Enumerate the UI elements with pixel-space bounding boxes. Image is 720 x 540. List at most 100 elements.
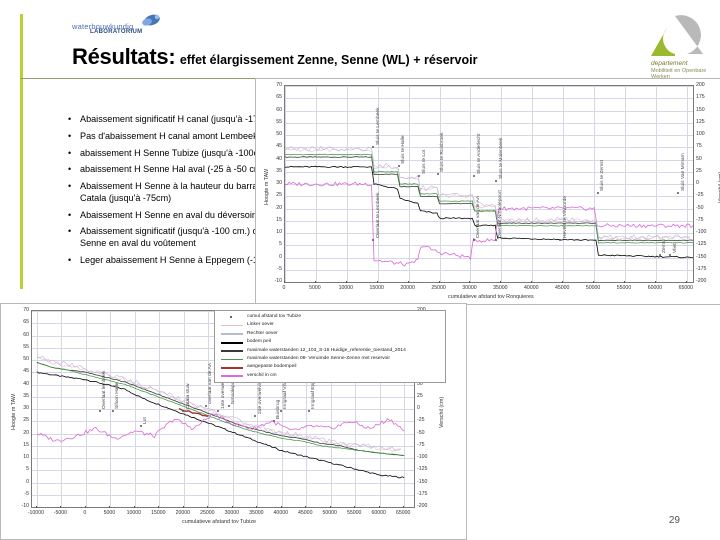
y2-tick-label: -75: [417, 441, 425, 448]
y-tick-label: 25: [23, 417, 29, 424]
gridline-horizontal: [285, 233, 693, 234]
x-tick-mark: [256, 506, 258, 508]
gridline-horizontal: [285, 122, 693, 124]
station-label: Hevels te Vilvoorde: [562, 195, 568, 238]
x-tick-label: 45000: [298, 510, 313, 516]
y-tick-label: 5: [279, 241, 282, 248]
station-label: Sluis Van Mimam: [680, 153, 686, 192]
legend-label: cumul afstand tov Tubize: [247, 314, 302, 319]
y2-tick-label: 200: [696, 82, 705, 88]
legend-item: cumul afstand tov Tubize: [217, 313, 443, 321]
station-marker: [418, 175, 421, 178]
y2-tick-label: -200: [417, 503, 428, 509]
station-label: Catala stuw: [185, 383, 191, 409]
bank-line: [36, 355, 402, 452]
station-marker: [372, 238, 375, 241]
x-tick-label: 15000: [369, 285, 384, 291]
y2-tick-label: -200: [696, 278, 707, 284]
gridline-horizontal: [32, 445, 414, 447]
y-tick-label: 65: [23, 319, 29, 326]
x-tick-label: 25000: [431, 285, 446, 291]
x-tick-mark: [182, 506, 184, 508]
gridline-horizontal: [32, 507, 414, 508]
station-label: 2de overwelving: [257, 378, 263, 414]
y-tick-label: -10: [274, 278, 283, 284]
legend-label: aangepaste bodempeil: [247, 364, 297, 370]
y-tick-label: 15: [23, 441, 29, 448]
legend-swatch: [221, 341, 243, 344]
station-label: Sifoon Halle: [115, 382, 121, 409]
station-label: Overlaat te Lembeek: [375, 192, 381, 238]
y-tick-label: 25: [276, 192, 282, 199]
x-tick-label: -5000: [53, 510, 68, 516]
gridline-horizontal: [285, 147, 693, 149]
y2-tick-label: -100: [696, 229, 707, 235]
legend-label: maximale waterstanden 12_103_S-16 Huidig…: [247, 347, 406, 353]
gridline-horizontal: [285, 86, 693, 87]
y-tick-label: 5: [26, 466, 29, 473]
gridline-horizontal: [285, 208, 693, 210]
y2-tick-label: 50: [696, 155, 702, 162]
legend-swatch: [221, 366, 243, 369]
station-marker: [596, 192, 599, 195]
x-tick-mark: [158, 506, 160, 508]
series-line: [36, 362, 405, 457]
y-tick-label: 0: [26, 478, 29, 485]
y2-tick-label: -50: [696, 204, 704, 211]
station-marker: [98, 410, 101, 412]
station-label: Zemst: [662, 239, 668, 253]
x-tick-label: 50000: [322, 510, 337, 516]
station-marker: [139, 424, 142, 427]
gridline-horizontal: [32, 458, 414, 459]
logo-right-line1: departement: [651, 60, 688, 67]
bullet-item: Pas d'abaissement H canal amont Lembeek: [66, 131, 296, 143]
x-tick-mark: [133, 506, 135, 508]
legend-item: bodem peil: [217, 338, 443, 346]
gridline-horizontal: [32, 433, 414, 435]
logo-left-line2: LABORATORIUM: [90, 29, 143, 35]
x-tick-mark: [403, 506, 405, 508]
station-marker: [204, 405, 207, 408]
y-tick-label: 30: [23, 405, 29, 411]
x-tick-label: 35000: [493, 285, 508, 291]
x-tick-label: 30000: [462, 285, 477, 291]
x-axis-title: cumulatieve afstand tov Tubize: [182, 519, 257, 525]
x-tick-mark: [407, 281, 409, 283]
y-axis-title: Hoogte m TAW: [11, 393, 17, 430]
gridline-horizontal: [285, 196, 693, 198]
x-tick-mark: [284, 281, 285, 283]
x-tick-label: 40000: [273, 510, 288, 516]
x-tick-mark: [531, 281, 533, 283]
x-tick-mark: [280, 506, 282, 508]
y-tick-label: -10: [21, 503, 30, 509]
legend-item: verschil in cm: [217, 372, 443, 380]
station-label: Vliet: [672, 243, 678, 253]
gridline-horizontal: [32, 494, 414, 496]
gridline-horizontal: [285, 98, 693, 100]
station-marker: [254, 414, 257, 417]
station-label: Sluis te Lembeek: [375, 107, 381, 145]
y-tick-label: 55: [276, 118, 282, 125]
legend-swatch: [221, 324, 243, 327]
bullet-item: abaissement H Senne Tubize (jusqu'à -100…: [66, 148, 296, 160]
y-tick-label: -5: [277, 265, 282, 272]
station-marker: [494, 238, 497, 241]
x-tick-mark: [329, 506, 331, 508]
station-marker: [473, 175, 476, 178]
station-marker: [559, 238, 562, 241]
y-tick-label: 45: [276, 143, 282, 150]
legend-item: aangepaste bodempeil: [217, 363, 443, 371]
page-title-main: Résultats:: [72, 44, 176, 69]
legend-swatch: [221, 350, 243, 352]
x-tick-label: -10000: [27, 510, 44, 516]
y2-tick-label: 0: [696, 180, 699, 186]
series-line: [285, 153, 693, 244]
x-tick-mark: [654, 281, 656, 283]
x-tick-label: 40000: [524, 285, 539, 291]
legend-item: Linker oever: [217, 321, 443, 329]
x-tick-label: 10000: [126, 510, 142, 516]
x-tick-mark: [469, 281, 471, 283]
x-tick-label: 10000: [338, 285, 354, 291]
legend-item: Rechter oever: [217, 330, 443, 338]
